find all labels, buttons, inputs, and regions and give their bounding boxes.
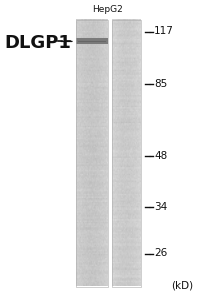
Text: 26: 26 [154,248,167,259]
Text: HepG2: HepG2 [92,4,123,14]
Text: (kD): (kD) [172,281,194,291]
Text: 117: 117 [154,26,174,37]
Text: 34: 34 [154,202,167,212]
Text: 85: 85 [154,79,167,89]
Text: DLGP1: DLGP1 [4,34,71,52]
Bar [76,20,108,286]
Bar [112,20,141,286]
Bar [76,38,108,44]
Bar [78,40,106,42]
Text: 48: 48 [154,151,167,161]
